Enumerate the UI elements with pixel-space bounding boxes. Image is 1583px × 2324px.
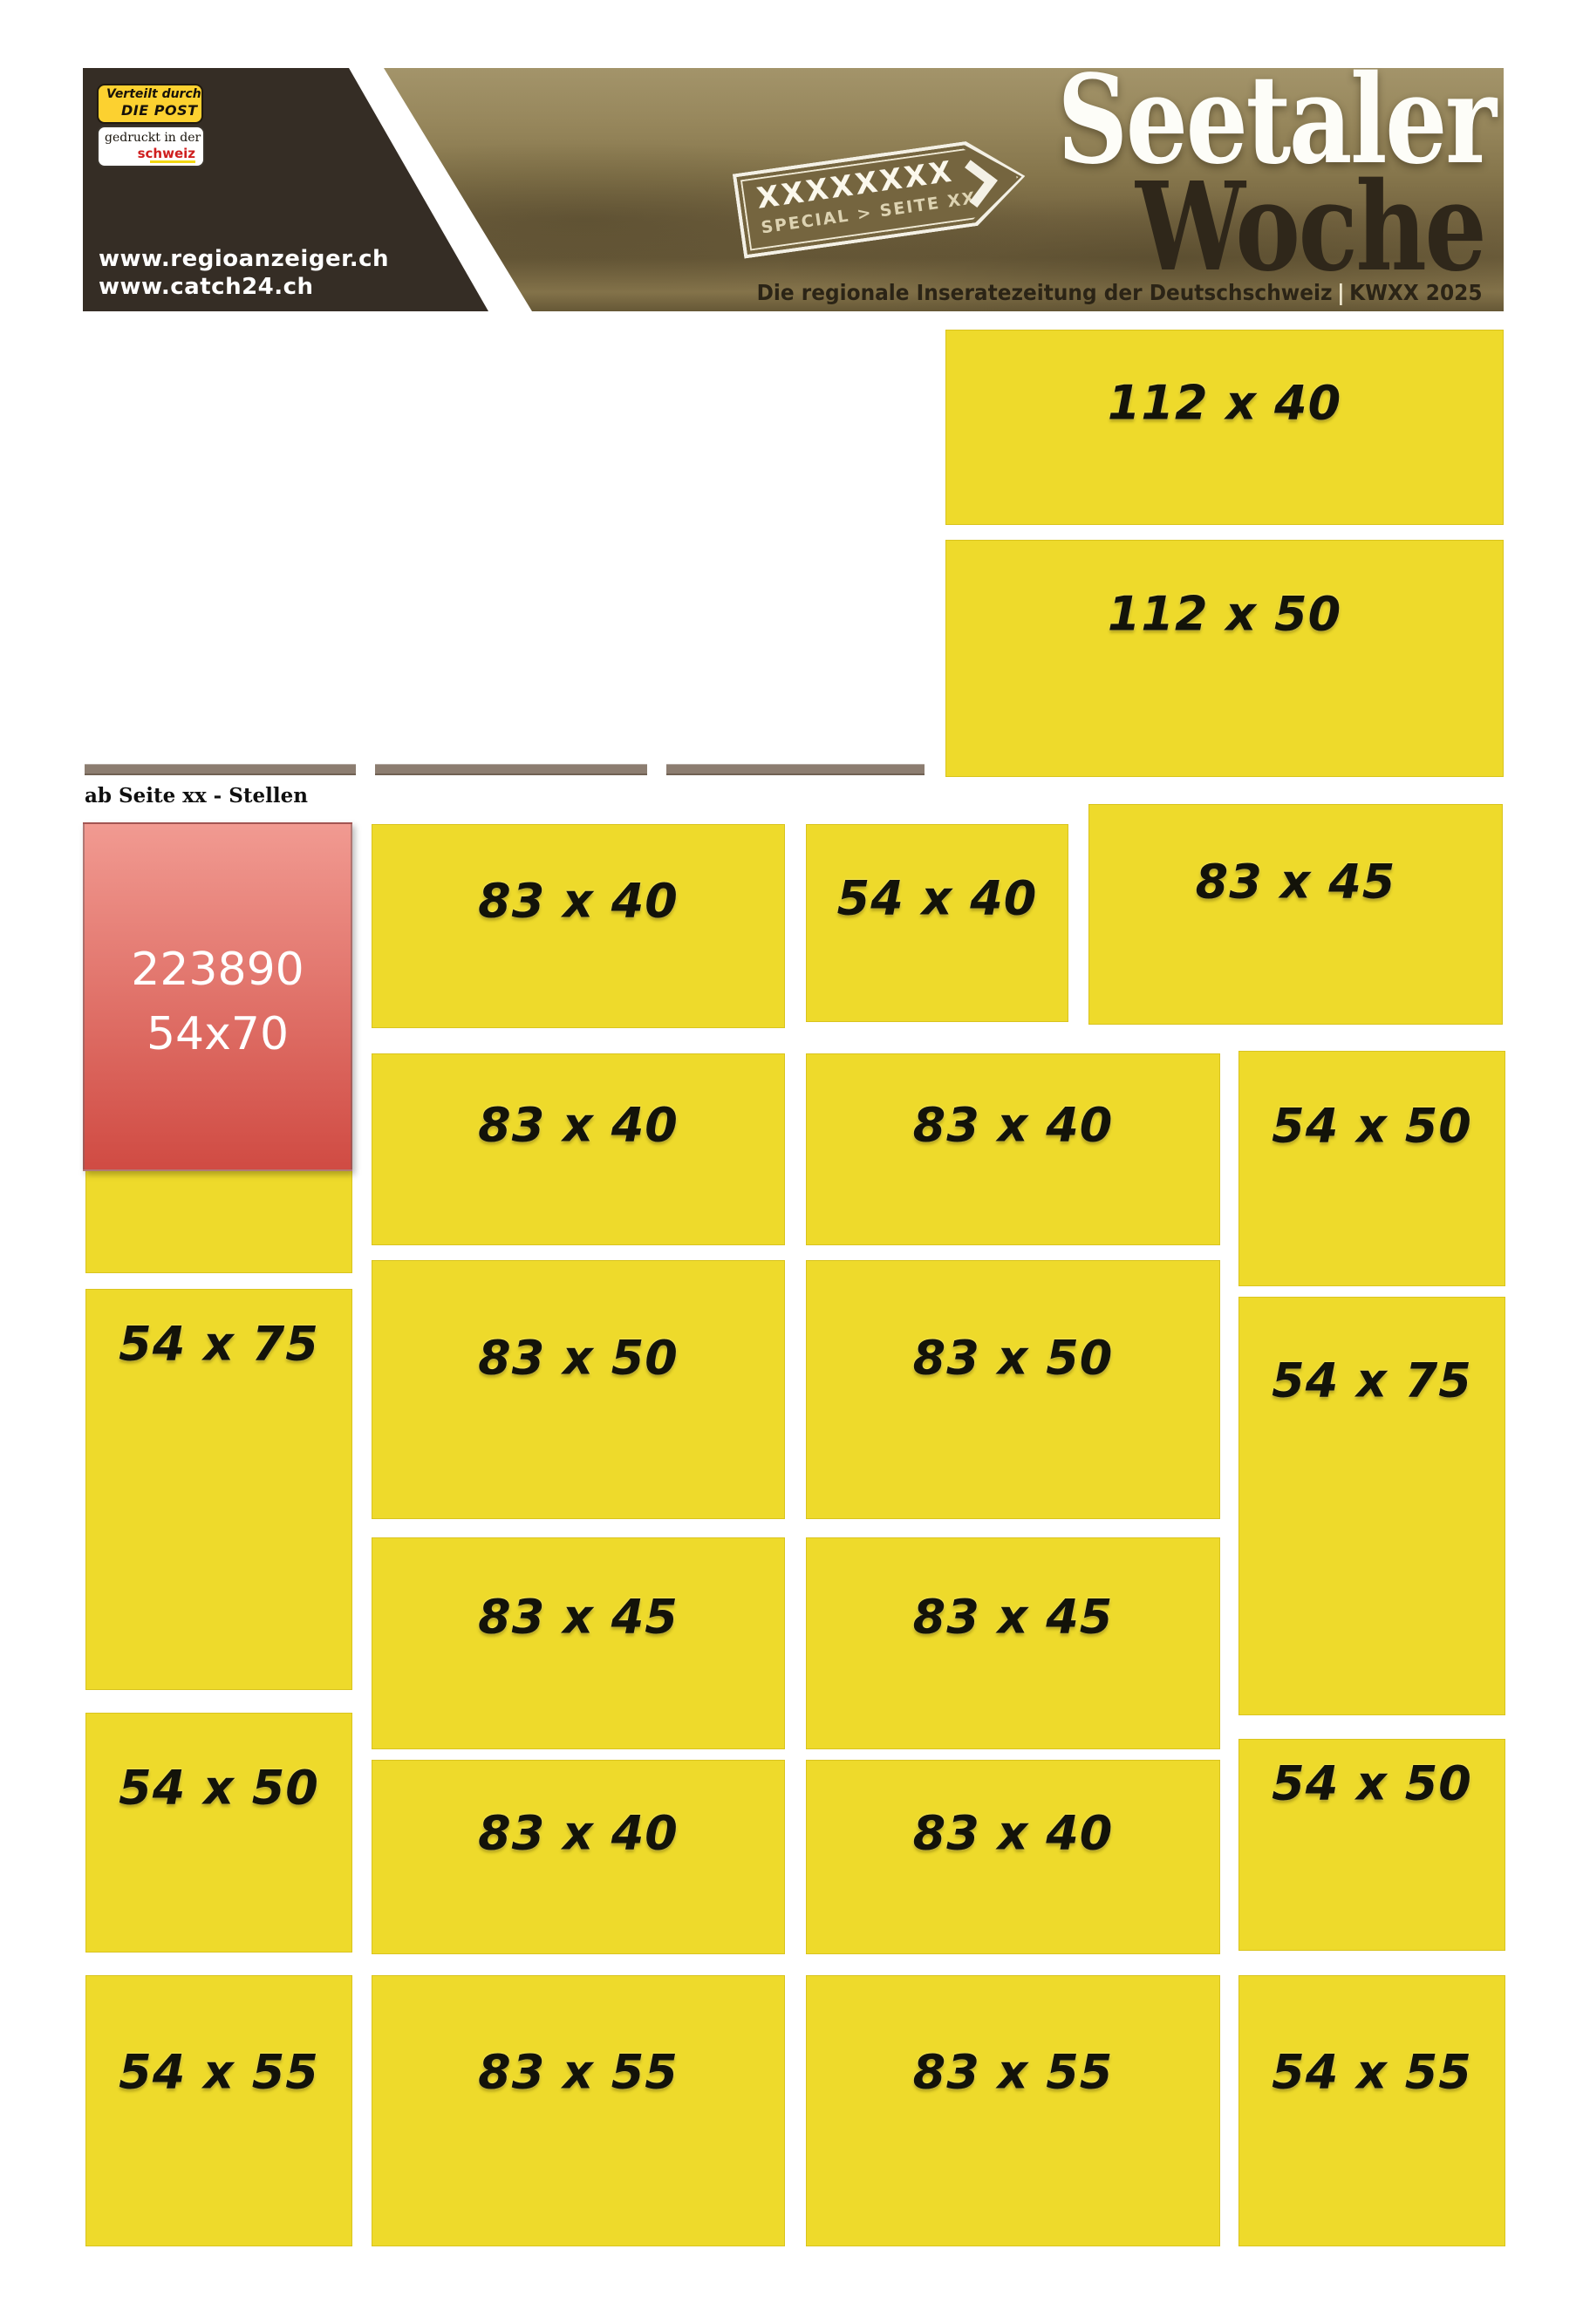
- print-badge-line2: schweiz: [137, 146, 195, 161]
- ad-slot-size-label: 54 x 50: [1272, 1098, 1472, 1154]
- ad-slot-size-label: 83 x 50: [478, 1330, 679, 1386]
- subtitle-separator: |: [1337, 280, 1346, 305]
- print-badge-line1: gedruckt in der: [105, 131, 201, 145]
- subtitle-issue: KWXX 2025: [1349, 280, 1483, 305]
- die-post-badge: Verteilt durch DIE POST: [97, 84, 203, 124]
- ad-slot-size-label: 83 x 40: [478, 873, 679, 929]
- ad-slot-54x40[interactable]: 54 x 40: [806, 824, 1068, 1022]
- ad-slot-size-label: 83 x 40: [478, 1805, 679, 1861]
- ad-slot-size-label: 83 x 40: [478, 1097, 679, 1153]
- ad-slot-size-label: 83 x 45: [1195, 854, 1396, 910]
- ad-slot-size-label: 54 x 55: [119, 2044, 319, 2100]
- post-badge-line2: DIE POST: [121, 102, 198, 119]
- masthead-subtitle: Die regionale Inseratezeitung der Deutsc…: [757, 280, 1483, 305]
- ad-slot-size-label: 83 x 50: [912, 1330, 1114, 1386]
- post-badge-line1: Verteilt durch: [106, 87, 201, 101]
- regioanzeiger-link[interactable]: www.regioanzeiger.ch: [99, 246, 390, 272]
- ad-slot-size-label: 112 x 50: [1107, 586, 1342, 642]
- ad-slot-112x50[interactable]: 112 x 50: [945, 540, 1504, 777]
- swiss-post-cross-icon: [124, 122, 134, 124]
- ad-slot-size-label: 83 x 55: [912, 2044, 1114, 2100]
- ad-slot-size-label: 54 x 40: [836, 870, 1038, 926]
- booked-ad-slot-54x70[interactable]: 223890 54x70: [83, 822, 352, 1171]
- ad-slot-54x50[interactable]: 54 x 50: [85, 1713, 352, 1953]
- ad-slot-83x50[interactable]: 83 x 50: [806, 1260, 1220, 1519]
- ad-slot-size-label: 83 x 45: [912, 1589, 1114, 1645]
- ad-slot-83x40[interactable]: 83 x 40: [372, 1760, 785, 1954]
- booked-slot-code: 223890: [131, 944, 304, 996]
- ad-slot-size-label: 54 x 50: [1272, 1755, 1472, 1811]
- ad-slot-83x55[interactable]: 83 x 55: [806, 1975, 1220, 2246]
- column-marker-bar: [375, 764, 647, 775]
- ad-slot-54x75[interactable]: 54 x 75: [1238, 1297, 1505, 1715]
- ad-slot-83x50[interactable]: 83 x 50: [372, 1260, 785, 1519]
- ad-slot-54x50[interactable]: 54 x 50: [1238, 1739, 1505, 1951]
- ad-slot-83x55[interactable]: 83 x 55: [372, 1975, 785, 2246]
- catch24-link[interactable]: www.catch24.ch: [99, 274, 314, 300]
- ad-slot-size-label: 83 x 55: [478, 2044, 679, 2100]
- ad-slot-54x50[interactable]: 54 x 50: [1238, 1051, 1505, 1286]
- ad-slot-83x40[interactable]: 83 x 40: [806, 1053, 1220, 1245]
- booked-slot-size: 54x70: [146, 1008, 290, 1060]
- ad-slot-83x45[interactable]: 83 x 45: [1088, 804, 1503, 1025]
- column-marker-bar: [85, 764, 356, 775]
- ad-slot-size-label: 54 x 55: [1272, 2044, 1472, 2100]
- ad-slot-83x40[interactable]: 83 x 40: [372, 1053, 785, 1245]
- ad-slot-size-label: 83 x 40: [912, 1805, 1114, 1861]
- masthead-title-woche: Woche: [1135, 156, 1487, 299]
- column-marker-bar: [666, 764, 925, 775]
- ad-slot-size-label: 83 x 40: [912, 1097, 1114, 1153]
- ad-slot-size-label: 83 x 45: [478, 1589, 679, 1645]
- publisher-urls: www.regioanzeiger.ch www.catch24.ch: [99, 245, 389, 301]
- ad-slot-54x55[interactable]: 54 x 55: [1238, 1975, 1505, 2246]
- booked-slot-text: 223890 54x70: [85, 937, 351, 1067]
- ad-slot-size-label: 112 x 40: [1107, 375, 1342, 431]
- section-label: ab Seite xx - Stellen: [85, 784, 308, 808]
- printed-in-switzerland-badge: gedruckt in der schweiz: [97, 126, 205, 167]
- ad-slot-83x40[interactable]: 83 x 40: [372, 824, 785, 1028]
- ad-slot-83x40[interactable]: 83 x 40: [806, 1760, 1220, 1954]
- ad-slot-size-label: 54 x 50: [119, 1760, 319, 1816]
- subtitle-text: Die regionale Inseratezeitung der Deutsc…: [757, 280, 1334, 305]
- masthead-title-seetaler: Seetaler: [1057, 49, 1498, 192]
- yellow-underline: [150, 160, 195, 163]
- ad-slot-size-label: 54 x 75: [119, 1316, 319, 1372]
- ad-slot-size-label: 54 x 75: [1272, 1353, 1472, 1408]
- ad-slot-83x45[interactable]: 83 x 45: [372, 1537, 785, 1749]
- ad-slot-112x40[interactable]: 112 x 40: [945, 330, 1504, 525]
- ad-slot-54x75[interactable]: 54 x 75: [85, 1289, 352, 1690]
- ad-slot-83x45[interactable]: 83 x 45: [806, 1537, 1220, 1749]
- ad-slot-54x55[interactable]: 54 x 55: [85, 1975, 352, 2246]
